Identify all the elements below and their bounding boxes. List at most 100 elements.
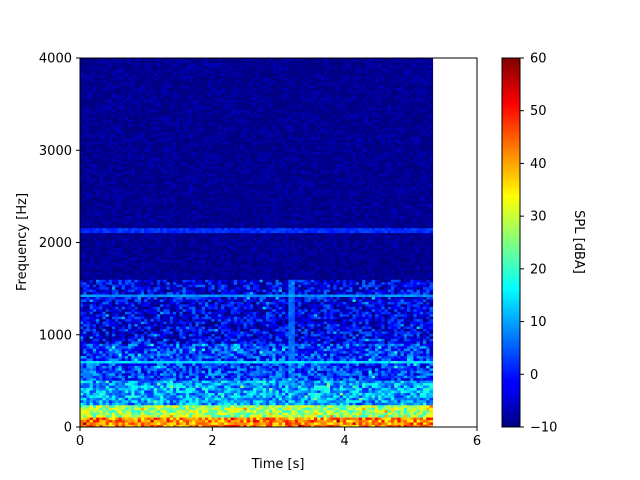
heatmap-cell xyxy=(96,153,100,157)
heatmap-cell xyxy=(147,365,151,369)
heatmap-cell xyxy=(160,338,164,342)
heatmap-cell xyxy=(121,220,126,224)
heatmap-cell xyxy=(112,163,116,167)
heatmap-cell xyxy=(169,112,174,115)
heatmap-cell xyxy=(102,387,107,391)
heatmap-cell xyxy=(83,237,87,241)
heatmap-cell xyxy=(179,107,183,111)
heatmap-cell xyxy=(128,212,132,216)
heatmap-cell xyxy=(147,220,151,224)
heatmap-cell xyxy=(83,311,87,315)
heatmap-cell xyxy=(160,244,164,248)
heatmap-cell xyxy=(182,190,187,194)
heatmap-cell xyxy=(140,208,145,211)
heatmap-cell xyxy=(160,240,164,243)
heatmap-cell xyxy=(83,404,87,408)
heatmap-cell xyxy=(83,247,87,251)
heatmap-cell xyxy=(156,281,161,285)
heatmap-cell xyxy=(182,151,187,155)
heatmap-cell xyxy=(150,225,155,229)
heatmap-cell xyxy=(121,114,126,118)
heatmap-cell xyxy=(166,360,171,364)
heatmap-cell xyxy=(86,281,91,285)
heatmap-cell xyxy=(112,208,116,211)
heatmap-cell xyxy=(179,395,183,398)
heatmap-cell xyxy=(86,149,91,152)
heatmap-cell xyxy=(115,217,119,221)
heatmap-cell xyxy=(105,254,110,258)
heatmap-cell xyxy=(131,190,135,194)
heatmap-cell xyxy=(92,124,97,128)
heatmap-cell xyxy=(102,399,107,403)
heatmap-cell xyxy=(96,94,100,98)
heatmap-cell xyxy=(169,151,174,155)
heatmap-cell xyxy=(80,153,84,157)
heatmap-cell xyxy=(147,390,151,393)
heatmap-cell xyxy=(176,176,180,179)
heatmap-cell xyxy=(179,267,183,270)
heatmap-cell xyxy=(144,331,148,334)
heatmap-cell xyxy=(163,158,167,162)
heatmap-cell xyxy=(150,117,155,120)
heatmap-cell xyxy=(166,237,171,241)
heatmap-cell xyxy=(137,235,142,238)
heatmap-cell xyxy=(131,377,135,381)
heatmap-cell xyxy=(86,397,91,401)
heatmap-cell xyxy=(105,380,110,384)
heatmap-cell xyxy=(179,200,183,204)
heatmap-cell xyxy=(140,222,145,226)
heatmap-cell xyxy=(128,217,132,221)
heatmap-cell xyxy=(182,77,187,81)
heatmap-cell xyxy=(105,205,110,209)
heatmap-cell xyxy=(99,311,103,315)
heatmap-cell xyxy=(169,220,174,224)
heatmap-cell xyxy=(121,272,126,275)
heatmap-cell xyxy=(137,375,142,379)
heatmap-cell xyxy=(163,333,167,337)
heatmap-cell xyxy=(112,222,116,226)
heatmap-cell xyxy=(176,318,180,322)
heatmap-cell xyxy=(115,178,119,182)
heatmap-cell xyxy=(92,60,97,64)
heatmap-cell xyxy=(172,392,177,396)
heatmap-cell xyxy=(182,414,187,418)
heatmap-cell xyxy=(150,87,155,91)
heatmap-cell xyxy=(160,323,164,327)
heatmap-cell xyxy=(147,380,151,384)
heatmap-cell xyxy=(134,203,139,206)
heatmap-cell xyxy=(83,281,87,285)
heatmap-cell xyxy=(131,70,135,74)
heatmap-cell xyxy=(99,340,103,344)
heatmap-cell xyxy=(172,217,177,221)
heatmap-cell xyxy=(80,414,84,418)
heatmap-cell xyxy=(89,171,94,175)
heatmap-cell xyxy=(160,62,164,66)
heatmap-cell xyxy=(80,176,84,179)
heatmap-cell xyxy=(172,121,177,125)
heatmap-cell xyxy=(80,370,84,374)
heatmap-cell xyxy=(83,99,87,103)
heatmap-cell xyxy=(179,149,183,152)
heatmap-cell xyxy=(112,183,116,187)
heatmap-cell xyxy=(105,129,110,133)
heatmap-cell xyxy=(124,232,129,236)
heatmap-cell xyxy=(108,380,113,384)
heatmap-cell xyxy=(131,77,135,81)
heatmap-cell xyxy=(172,345,177,349)
heatmap-cell xyxy=(160,126,164,130)
heatmap-cell xyxy=(182,232,187,236)
heatmap-cell xyxy=(153,92,158,96)
heatmap-cell xyxy=(156,117,161,120)
heatmap-cell xyxy=(147,102,151,106)
heatmap-cell xyxy=(92,308,97,312)
heatmap-cell xyxy=(86,121,91,125)
heatmap-cell xyxy=(99,262,103,266)
heatmap-cell xyxy=(137,117,142,120)
heatmap-cell xyxy=(124,289,129,293)
heatmap-cell xyxy=(169,235,174,238)
heatmap-cell xyxy=(137,355,142,359)
heatmap-cell xyxy=(105,144,110,147)
heatmap-cell xyxy=(163,107,167,111)
heatmap-cell xyxy=(83,205,87,209)
heatmap-cell xyxy=(172,382,177,386)
